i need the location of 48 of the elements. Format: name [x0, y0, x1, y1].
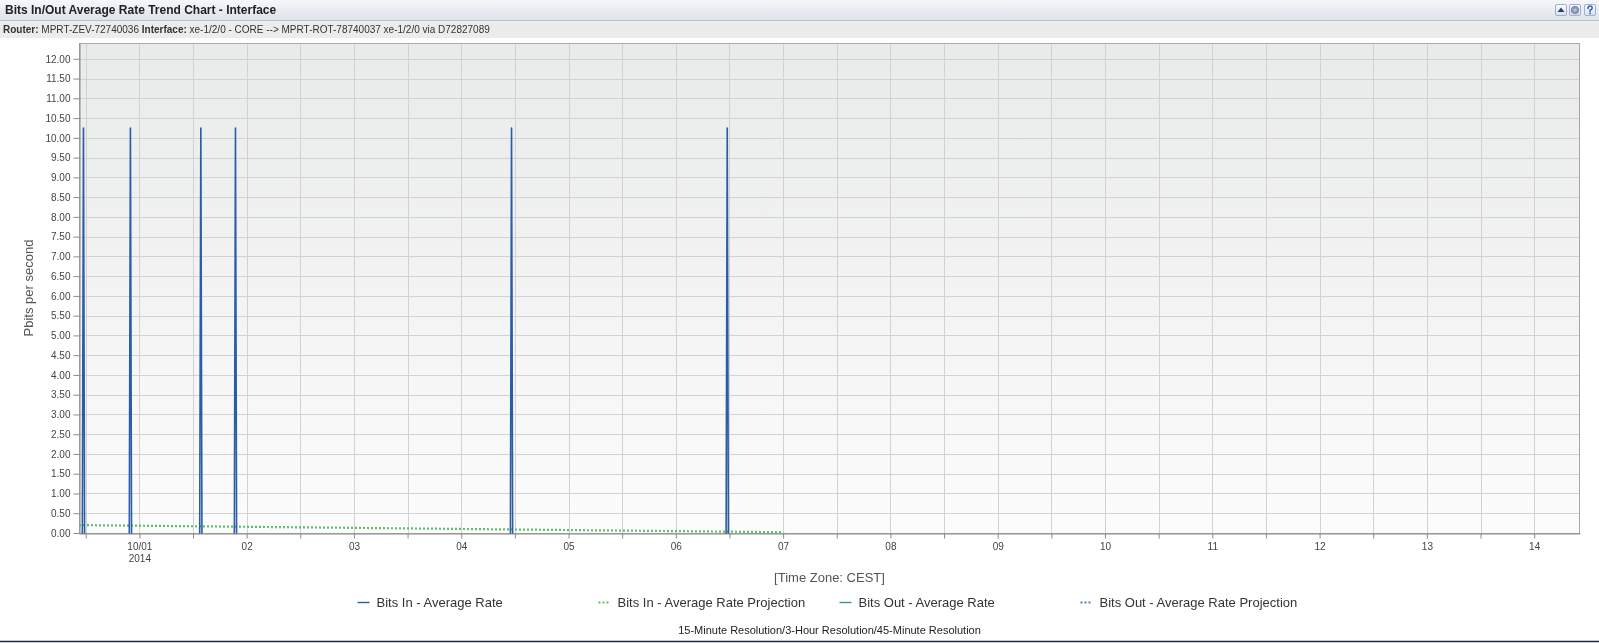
y-tick-label: 10.50: [45, 112, 71, 124]
legend-label: Bits Out - Average Rate: [858, 595, 995, 610]
y-tick-label: 8.50: [51, 191, 71, 203]
x-tick-label: 06: [670, 540, 683, 552]
y-tick-label: 4.50: [51, 349, 71, 361]
y-tick-label: 6.00: [51, 290, 71, 302]
y-tick-label: 5.50: [51, 310, 71, 322]
y-tick-label: 8.00: [51, 211, 71, 223]
x-tick-label: 07: [778, 540, 790, 552]
y-tick-label: 9.00: [51, 172, 71, 184]
x-tick-label: 04: [456, 540, 468, 552]
y-tick-label: 3.50: [51, 389, 71, 401]
y-tick-label: 10.00: [45, 132, 71, 144]
x-tick-label: 09: [992, 540, 1005, 552]
x-tick-label: 10: [1099, 540, 1112, 552]
x-tick-label: 05: [563, 540, 576, 552]
y-tick-label: 7.00: [51, 251, 71, 263]
y-tick-label: 11.50: [46, 73, 71, 85]
y-tick-label: 7.50: [51, 231, 71, 243]
x-tick-label: 11: [1207, 540, 1219, 552]
x-tick-label: 14: [1529, 540, 1541, 552]
y-tick-label: 0.50: [51, 507, 71, 519]
legend-label: Bits In - Average Rate: [376, 595, 503, 610]
y-tick-label: 11.00: [46, 93, 71, 105]
chart-subtitle: Router: MPRT-ZEV-72740036 Interface: xe-1/2/0 - CORE --> MPRT-ROT-78740037 xe-1/2/0 via D72827089: [3, 24, 491, 35]
y-tick-label: 6.50: [51, 270, 71, 282]
chart-title: Bits In/Out Average Rate Trend Chart - Interface: [5, 3, 277, 17]
y-tick-label: 4.00: [51, 369, 71, 381]
y-tick-label: 2.00: [51, 448, 71, 460]
y-axis-title: Pbits per second: [21, 239, 36, 337]
x-tick-label: 13: [1421, 540, 1434, 552]
text: 15-Minute Resolution/3-Hour Resolution/45-Minute Resolution: [678, 624, 981, 636]
y-tick-label: 1.00: [51, 488, 71, 500]
x-tick-label: 08: [885, 540, 897, 552]
legend-label: Bits In - Average Rate Projection: [617, 595, 806, 610]
y-tick-label: 2.50: [51, 428, 71, 440]
x-tick-label: 12: [1314, 540, 1327, 552]
x-tick-label: 10/01 2014: [127, 540, 153, 564]
x-tick-label: 03: [348, 540, 361, 552]
y-tick-label: 5.00: [51, 330, 71, 342]
y-tick-label: 9.50: [51, 152, 71, 164]
y-tick-label: 0.00: [51, 527, 71, 539]
x-tick-label: 02: [241, 540, 254, 552]
y-tick-label: 3.00: [51, 409, 71, 421]
y-tick-label: 1.50: [51, 468, 71, 480]
x-axis-title: [Time Zone: CEST]: [774, 570, 885, 585]
legend-label: Bits Out - Average Rate Projection: [1099, 595, 1298, 610]
y-tick-label: 12.00: [45, 53, 71, 65]
